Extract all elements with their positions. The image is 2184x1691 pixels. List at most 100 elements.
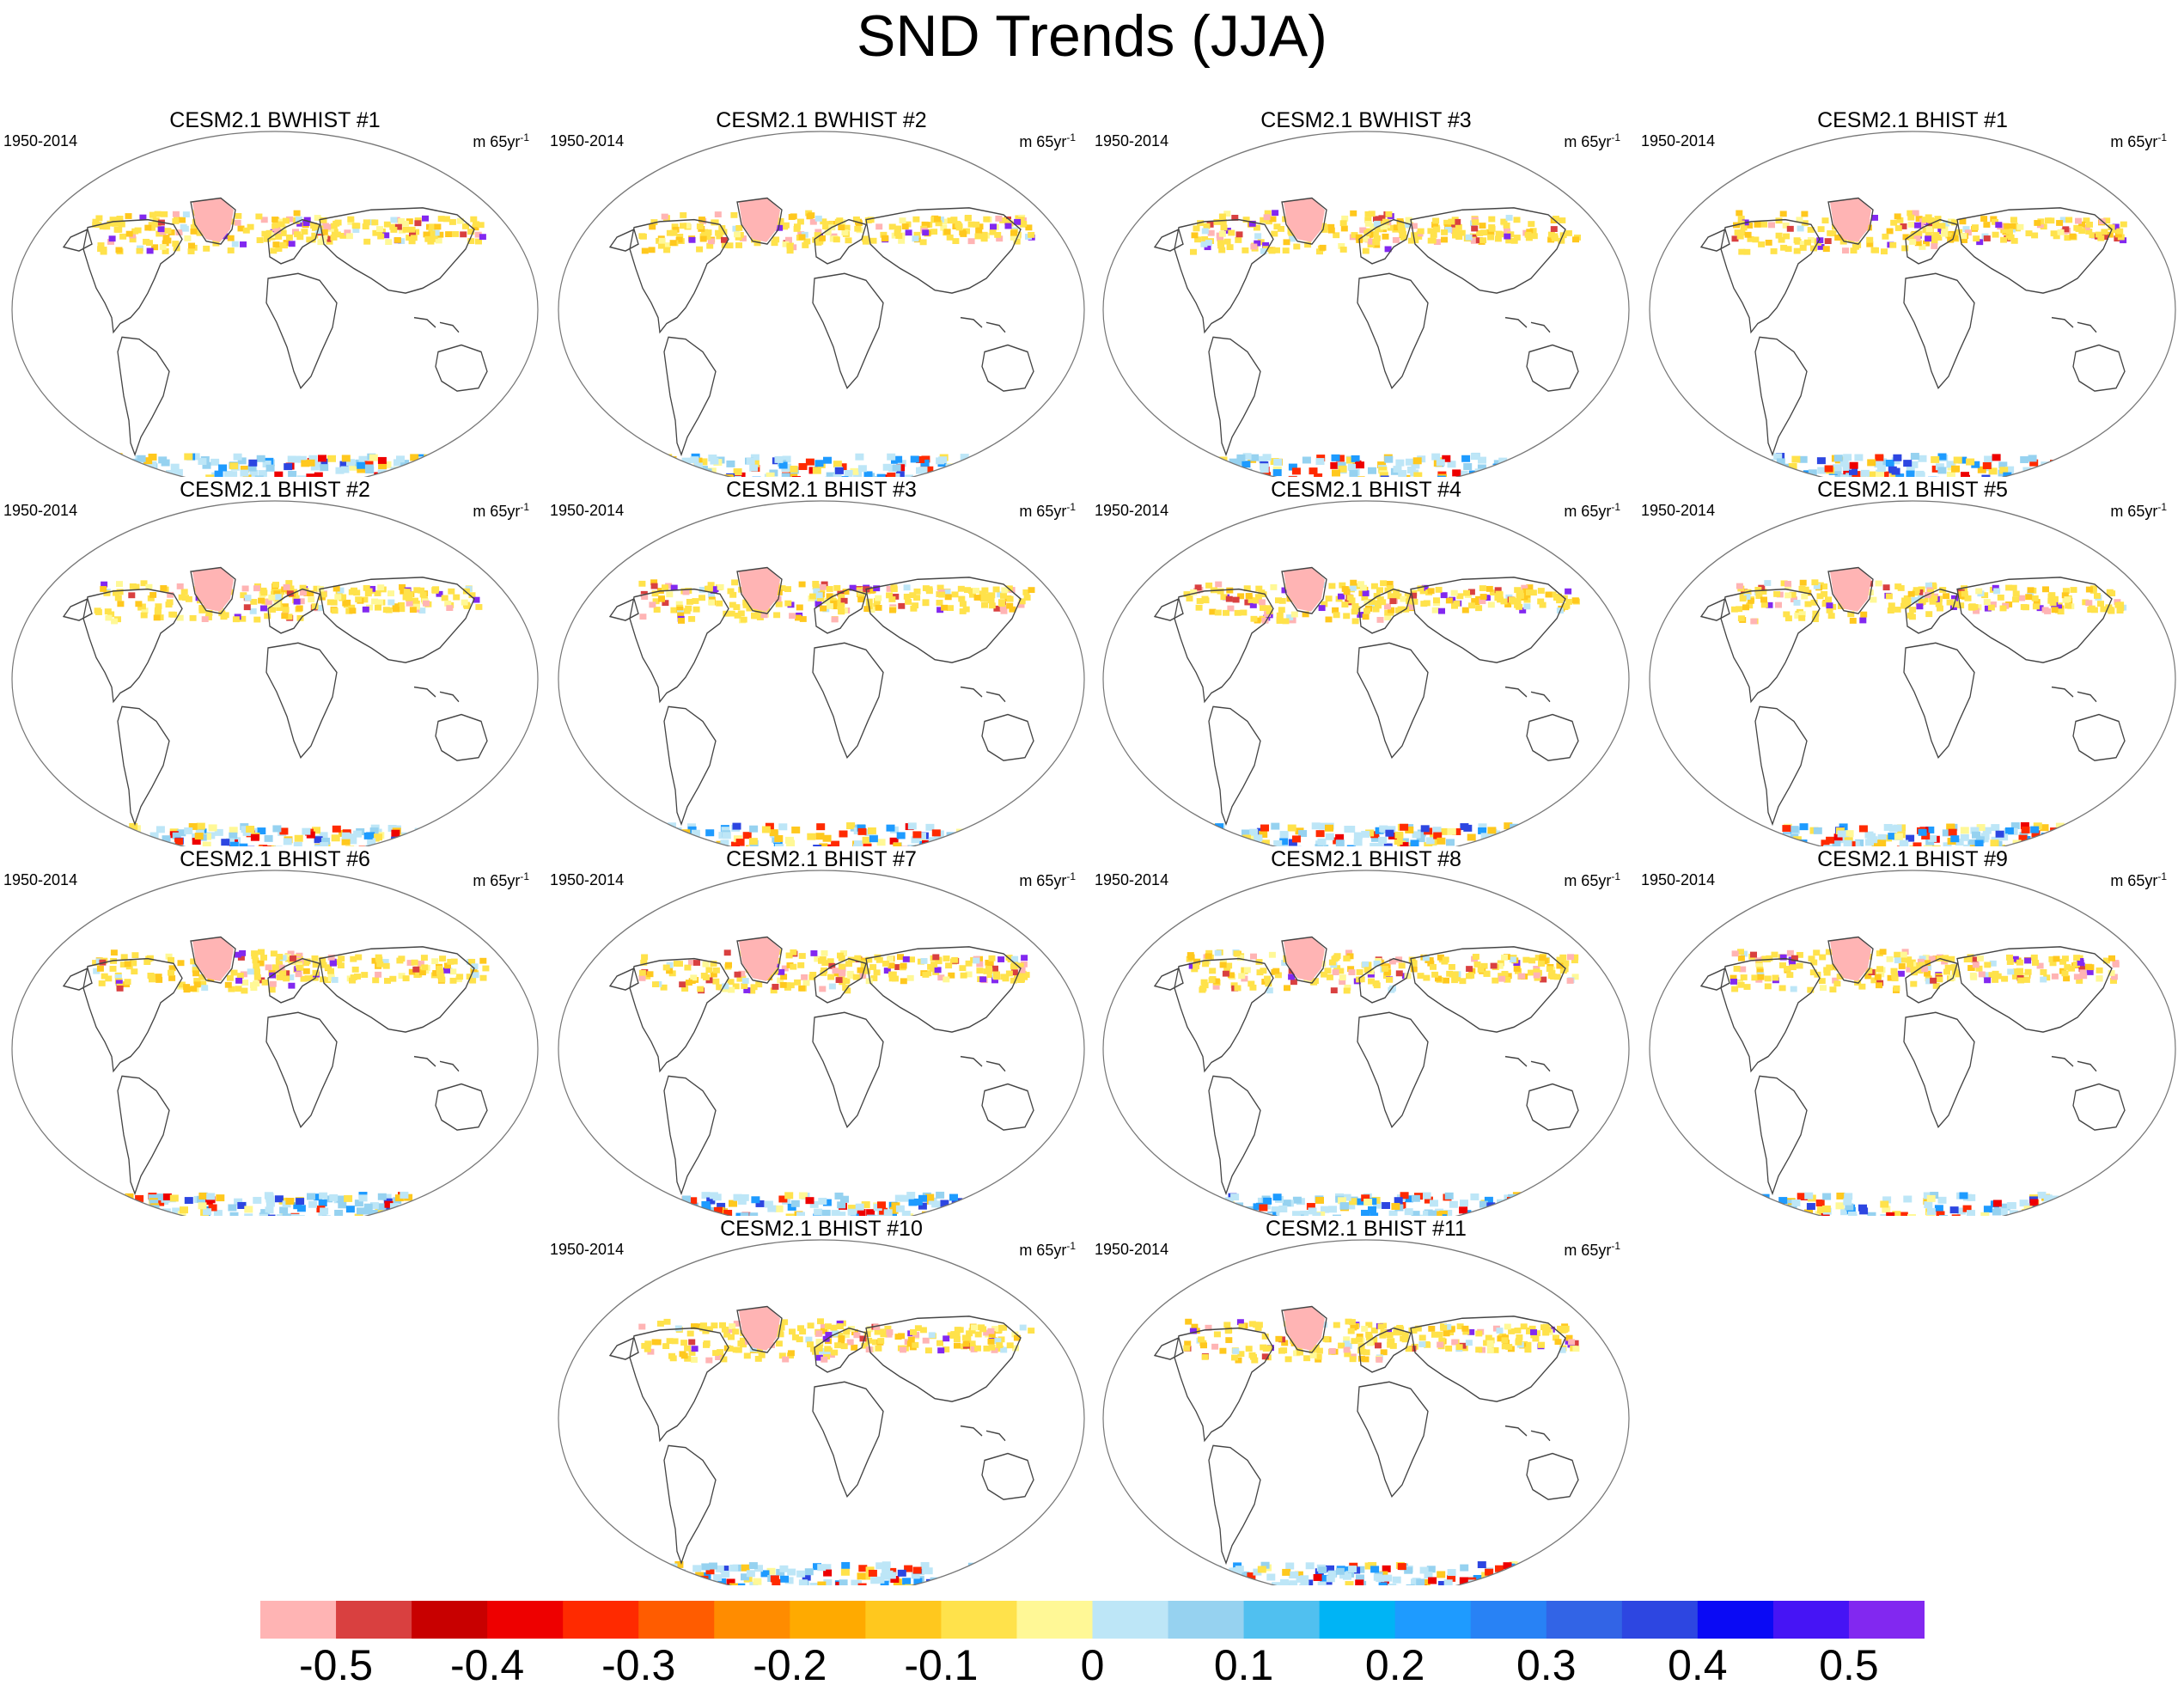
snow-trend-cell bbox=[1799, 586, 1806, 592]
snow-trend-cell bbox=[2075, 218, 2082, 224]
snow-trend-cell bbox=[1909, 239, 1916, 245]
snow-trend-cell bbox=[144, 225, 151, 231]
snow-trend-cell bbox=[1516, 1198, 1525, 1205]
snow-trend-cell bbox=[837, 1201, 845, 1208]
snow-trend-cell bbox=[741, 983, 747, 989]
snow-trend-cell bbox=[1326, 595, 1333, 601]
snow-trend-cell bbox=[1475, 605, 1482, 611]
snow-trend-cell bbox=[97, 966, 104, 972]
snow-trend-cell bbox=[1362, 961, 1369, 968]
snow-trend-cell bbox=[461, 600, 468, 606]
snow-trend-cell bbox=[1818, 226, 1825, 232]
snow-trend-cell bbox=[1223, 971, 1229, 977]
world-map bbox=[3, 107, 546, 477]
snow-trend-cell bbox=[258, 598, 265, 604]
snow-trend-cell bbox=[1233, 597, 1240, 603]
snow-trend-cell bbox=[224, 471, 233, 477]
snow-trend-cell bbox=[1827, 230, 1833, 236]
snow-trend-cell bbox=[1865, 832, 1874, 839]
snow-trend-cell bbox=[118, 1205, 126, 1212]
snow-trend-cell bbox=[1775, 469, 1784, 476]
snow-trend-cell bbox=[1811, 579, 1818, 585]
snow-trend-cell bbox=[1204, 839, 1212, 846]
snow-trend-cell bbox=[351, 588, 357, 594]
world-map bbox=[3, 477, 546, 846]
snow-trend-cell bbox=[396, 455, 405, 462]
snow-trend-cell bbox=[1192, 232, 1199, 238]
snow-trend-cell bbox=[283, 607, 290, 613]
snow-trend-cell bbox=[838, 224, 845, 230]
snow-trend-cell bbox=[125, 979, 131, 985]
snow-trend-cell bbox=[1336, 839, 1345, 846]
snow-trend-cell bbox=[854, 840, 863, 846]
snow-trend-cell bbox=[1488, 217, 1495, 223]
snow-trend-cell bbox=[898, 603, 905, 609]
snow-trend-cell bbox=[784, 601, 791, 607]
snow-trend-cell bbox=[1735, 828, 1743, 835]
snow-trend-cell bbox=[670, 470, 679, 477]
snow-trend-cell bbox=[1488, 224, 1495, 230]
snow-trend-cell bbox=[667, 1199, 675, 1206]
snow-trend-cell bbox=[1010, 230, 1017, 236]
snow-trend-cell bbox=[1360, 585, 1367, 591]
snow-trend-cell bbox=[1736, 834, 1744, 841]
snow-trend-cell bbox=[324, 224, 331, 230]
snow-trend-cell bbox=[1363, 248, 1370, 254]
snow-trend-cell bbox=[827, 603, 833, 609]
snow-trend-cell bbox=[644, 467, 652, 474]
snow-trend-cell bbox=[1350, 585, 1357, 591]
snow-trend-cell bbox=[305, 975, 312, 981]
snow-trend-cell bbox=[1021, 955, 1028, 961]
snow-trend-cell bbox=[237, 973, 244, 979]
snow-trend-cell bbox=[979, 836, 988, 843]
snow-trend-cell bbox=[638, 581, 645, 587]
snow-trend-cell bbox=[920, 239, 927, 245]
snow-trend-cell bbox=[646, 1207, 655, 1214]
snow-trend-cell bbox=[652, 981, 659, 987]
snow-trend-cell bbox=[1773, 591, 1780, 597]
units-text: m 65yr bbox=[1019, 503, 1066, 520]
snow-trend-cell bbox=[821, 950, 828, 956]
snow-trend-cell bbox=[2079, 454, 2088, 461]
snow-trend-cell bbox=[167, 599, 174, 605]
snow-trend-cell bbox=[1473, 954, 1479, 960]
snow-trend-cell bbox=[1782, 825, 1791, 832]
snow-trend-cell bbox=[387, 590, 394, 596]
snow-trend-cell bbox=[372, 977, 379, 983]
snow-trend-cell bbox=[1459, 978, 1466, 984]
snow-trend-cell bbox=[2086, 222, 2093, 228]
snow-trend-cell bbox=[1368, 979, 1375, 985]
snow-trend-cell bbox=[262, 980, 269, 986]
snow-trend-cell bbox=[363, 219, 370, 225]
snow-trend-cell bbox=[102, 453, 111, 460]
snow-trend-cell bbox=[869, 835, 878, 842]
snow-trend-cell bbox=[1794, 237, 1801, 243]
snow-trend-cell bbox=[724, 949, 731, 955]
snow-trend-cell bbox=[735, 225, 742, 231]
snow-trend-cell bbox=[823, 835, 832, 842]
snow-trend-cell bbox=[680, 223, 686, 229]
snow-trend-cell bbox=[1886, 460, 1894, 467]
snow-trend-cell bbox=[998, 460, 1007, 467]
period-label: 1950-2014 bbox=[3, 501, 77, 520]
snow-trend-cell bbox=[268, 595, 275, 601]
snow-trend-cell bbox=[1761, 602, 1768, 608]
snow-trend-cell bbox=[478, 222, 485, 228]
snow-trend-cell bbox=[1235, 237, 1241, 243]
snow-trend-cell bbox=[958, 586, 965, 592]
snow-trend-cell bbox=[1901, 245, 1908, 251]
snow-trend-cell bbox=[206, 1193, 215, 1200]
snow-trend-cell bbox=[245, 595, 252, 601]
snow-trend-cell bbox=[406, 601, 413, 607]
snow-trend-cell bbox=[121, 461, 130, 467]
snow-trend-cell bbox=[945, 962, 952, 968]
snow-trend-cell bbox=[394, 839, 403, 846]
snow-trend-cell bbox=[234, 454, 242, 461]
snow-trend-cell bbox=[1326, 833, 1334, 840]
snow-trend-cell bbox=[1207, 461, 1216, 467]
snow-trend-cell bbox=[1205, 953, 1212, 959]
snow-trend-cell bbox=[2050, 600, 2057, 606]
snow-trend-cell bbox=[964, 587, 971, 593]
snow-trend-cell bbox=[378, 1193, 387, 1200]
